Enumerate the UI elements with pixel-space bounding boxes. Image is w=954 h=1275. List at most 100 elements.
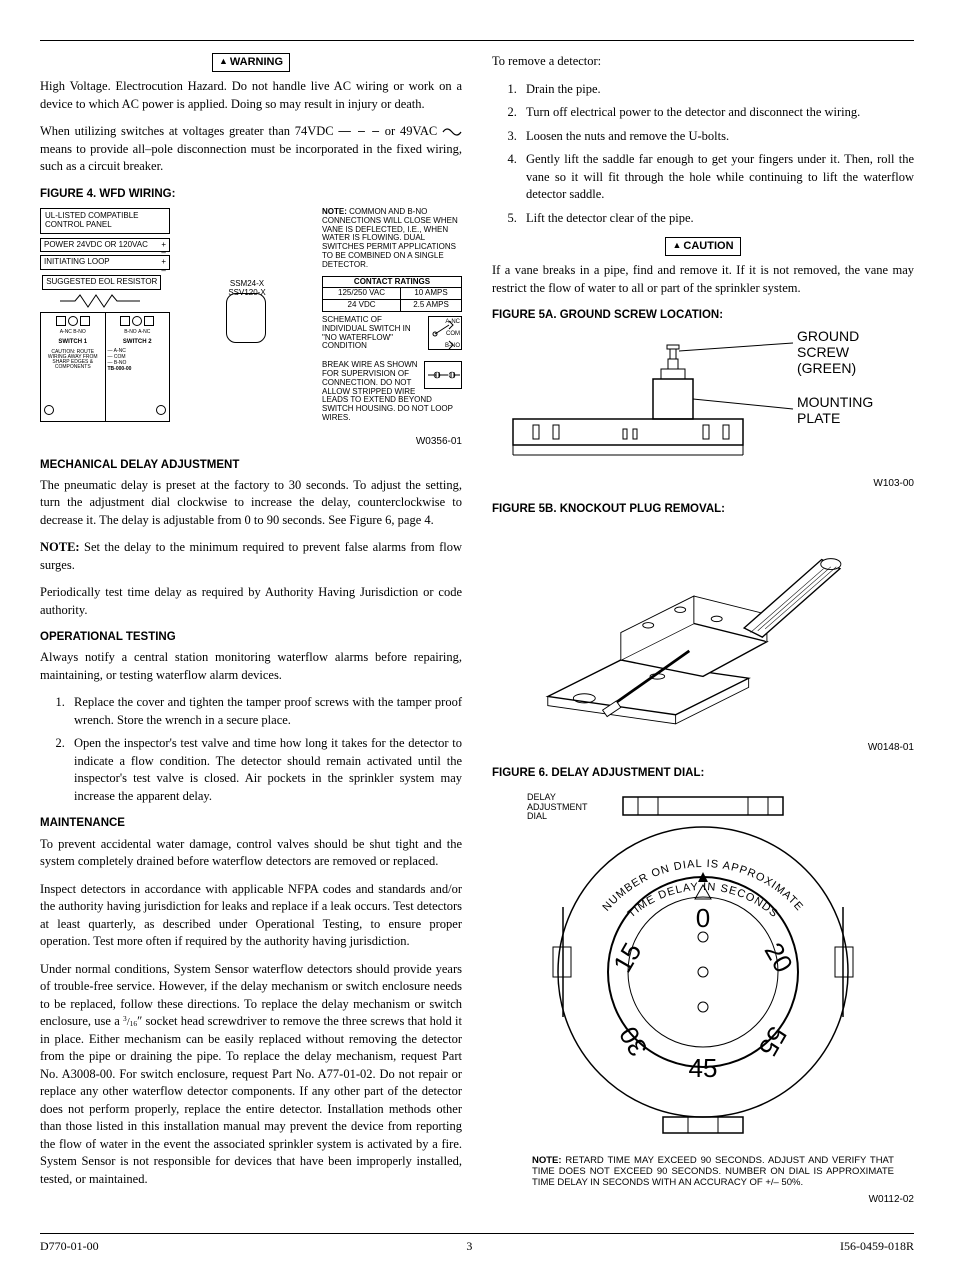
- dial-30: 30: [613, 1021, 653, 1061]
- figure-5b-code: W0148-01: [492, 741, 914, 755]
- figure-6-diagram: DELAY ADJUSTMENT DIAL: [523, 787, 883, 1147]
- fig4-r1c2: 10 AMPS: [401, 288, 462, 300]
- maint-p3: Under normal conditions, System Sensor w…: [40, 961, 462, 1189]
- fig4-right-notes: NOTE: COMMON AND B-NO CONNECTIONS WILL C…: [322, 208, 462, 429]
- switch-note-c: means to provide all–pole disconnection …: [40, 142, 462, 174]
- switch-note-a: When utilizing switches at voltages grea…: [40, 124, 338, 138]
- mech-note-text: Set the delay to the minimum required to…: [40, 540, 462, 572]
- fig4-r2c1: 24 VDC: [323, 300, 401, 312]
- switch-note-b: or 49VAC: [380, 124, 442, 138]
- dial-55: 55: [753, 1021, 793, 1061]
- operational-testing-heading: Operational Testing: [40, 629, 462, 645]
- dial-45: 45: [689, 1053, 718, 1083]
- figure-5b-diagram: [492, 523, 914, 733]
- mech-note-lead: NOTE:: [40, 540, 80, 554]
- fig4-control-panel-label: UL-LISTED COMPATIBLE CONTROL PANEL: [40, 208, 170, 234]
- caution-triangle-icon: [672, 240, 683, 252]
- dial-svg: NUMBER ON DIAL IS APPROXIMATE TIME DELAY…: [523, 787, 883, 1147]
- caution-box: CAUTION: [665, 237, 740, 256]
- fig4-switch-symbol-icon: A-NC COM B-NO: [428, 316, 462, 350]
- maint-p3b: ″ socket head screwdriver to remove the …: [40, 1014, 462, 1186]
- fig4-switch-1: A-NC B-NO SWITCH 1 CAUTION: ROUTE WIRING…: [41, 313, 106, 421]
- left-column: WARNING High Voltage. Electrocution Haza…: [40, 53, 462, 1215]
- mech-p1: The pneumatic delay is preset at the fac…: [40, 477, 462, 530]
- fig4-switch-2: B-NO A-NC SWITCH 2 — A-NC— COM— B-NOTB-0…: [106, 313, 170, 421]
- figure-4-code: W0356-01: [40, 435, 462, 449]
- fig4-switch-module: A-NC B-NO SWITCH 1 CAUTION: ROUTE WIRING…: [40, 312, 170, 422]
- fig4-ratings-title: CONTACT RATINGS: [323, 276, 462, 288]
- mech-p2: Periodically test time delay as required…: [40, 584, 462, 619]
- maint-p1: To prevent accidental water damage, cont…: [40, 836, 462, 871]
- fig5a-plate-label2: PLATE: [797, 410, 840, 426]
- figure-6-code: W0112-02: [492, 1193, 914, 1207]
- warning-text: High Voltage. Electrocution Hazard. Do n…: [40, 78, 462, 113]
- figure-5a-diagram: GROUND SCREW (GREEN) MOUNTING PLATE: [492, 329, 914, 469]
- figure-5a-heading: Figure 5A. Ground Screw Location:: [492, 307, 914, 323]
- page-columns: WARNING High Voltage. Electrocution Haza…: [40, 40, 914, 1215]
- op-li1: Replace the cover and tighten the tamper…: [68, 694, 462, 729]
- fig4-break-icon: [424, 361, 462, 389]
- figure-5a-code: W103-00: [492, 477, 914, 491]
- fig4-anc-1: A-NC B-NO: [43, 330, 103, 336]
- op-p1: Always notify a central station monitori…: [40, 649, 462, 684]
- frac-den: 16: [130, 1019, 137, 1028]
- figure-4-heading: Figure 4. WFD Wiring:: [40, 186, 462, 202]
- fig4-r2c2: 2.5 AMPS: [401, 300, 462, 312]
- fig5a-ground-label: GROUND: [797, 329, 859, 344]
- fig4-caution-tiny: CAUTION: ROUTE WIRING AWAY FROM SHARP ED…: [43, 350, 103, 370]
- footer-left: D770-01-00: [40, 1238, 99, 1255]
- warning-box: WARNING: [212, 53, 290, 72]
- fig6-note: NOTE: RETARD TIME MAY EXCEED 90 SECONDS.…: [532, 1155, 894, 1189]
- fig5a-ground-label3: (GREEN): [797, 360, 856, 376]
- fig4-loop-pm-icon: +–: [161, 258, 166, 276]
- fig4-eol-label: SUGGESTED EOL RESISTOR: [42, 275, 161, 290]
- figure-6-heading: Figure 6. Delay Adjustment Dial:: [492, 765, 914, 781]
- fig5a-ground-label2: SCREW: [797, 344, 850, 360]
- caution-label: CAUTION: [683, 240, 733, 252]
- right-column: To remove a detector: Drain the pipe. Tu…: [492, 53, 914, 1215]
- rm4: Gently lift the saddle far enough to get…: [520, 151, 914, 204]
- rm3: Loosen the nuts and remove the U-bolts.: [520, 128, 914, 146]
- mech-note: NOTE: Set the delay to the minimum requi…: [40, 539, 462, 574]
- maintenance-heading: Maintenance: [40, 815, 462, 831]
- fig4-power-text: POWER 24VDC OR 120VAC: [44, 240, 148, 249]
- fig4-ratings-table: CONTACT RATINGS 125/250 VAC10 AMPS 24 VD…: [322, 276, 462, 312]
- switch-voltage-note: When utilizing switches at voltages grea…: [40, 123, 462, 176]
- footer-page-number: 3: [466, 1238, 472, 1255]
- warning-box-wrap: WARNING: [40, 53, 462, 72]
- fig4-power-terminal: POWER 24VDC OR 120VAC+–: [40, 238, 170, 253]
- fig4-bell-icon: SSM24-X SSV120-X: [226, 293, 266, 343]
- remove-intro: To remove a detector:: [492, 53, 914, 71]
- warning-label: WARNING: [230, 56, 283, 68]
- fig4-note-text: COMMON AND B-NO CONNECTIONS WILL CLOSE W…: [322, 207, 458, 269]
- warning-triangle-icon: [219, 56, 230, 68]
- fig6-dial-label: DELAY ADJUSTMENT DIAL: [527, 793, 588, 823]
- fig4-mid: SSM24-X SSV120-X: [180, 208, 312, 429]
- fig4-schematic-block: A-NC COM B-NO SCHEMATIC OF INDIVIDUAL SW…: [322, 316, 462, 357]
- resistor-icon: [60, 294, 140, 308]
- rm1: Drain the pipe.: [520, 81, 914, 99]
- figure-4-diagram: UL-LISTED COMPATIBLE CONTROL PANEL POWER…: [40, 208, 462, 429]
- fig4-r1c1: 125/250 VAC: [323, 288, 401, 300]
- op-li2: Open the inspector's test valve and time…: [68, 735, 462, 805]
- footer-right: I56-0459-018R: [840, 1238, 914, 1255]
- frac-num: 3: [123, 1014, 127, 1023]
- fig4-models-label: SSM24-X SSV120-X: [227, 280, 267, 298]
- fig6-note-text: RETARD TIME MAY EXCEED 90 SECONDS. ADJUS…: [532, 1155, 894, 1189]
- fig4-sw1-label: SWITCH 1: [43, 339, 103, 346]
- fig4-anc-2: B-NO A-NC: [108, 330, 168, 336]
- ac-sine-icon: [442, 126, 462, 138]
- fig4-left-panel: UL-LISTED COMPATIBLE CONTROL PANEL POWER…: [40, 208, 170, 429]
- fig4-break-block: BREAK WIRE AS SHOWN FOR SUPERVISION OF C…: [322, 361, 462, 429]
- fraction-3-16: 3/16: [123, 1017, 137, 1028]
- dc-symbol-icon: — – –: [338, 124, 380, 138]
- page-footer: D770-01-00 3 I56-0459-018R: [40, 1233, 914, 1255]
- remove-list: Drain the pipe. Turn off electrical powe…: [492, 81, 914, 228]
- fig4-eol-wrap: SUGGESTED EOL RESISTOR: [40, 273, 170, 290]
- rm2: Turn off electrical power to the detecto…: [520, 104, 914, 122]
- fig6-note-lead: NOTE:: [532, 1155, 562, 1166]
- fig4-note-lead: NOTE:: [322, 207, 347, 216]
- fig4-sw2-label: SWITCH 2: [108, 339, 168, 346]
- maint-p2: Inspect detectors in accordance with app…: [40, 881, 462, 951]
- figure-5b-heading: Figure 5B. Knockout Plug Removal:: [492, 501, 914, 517]
